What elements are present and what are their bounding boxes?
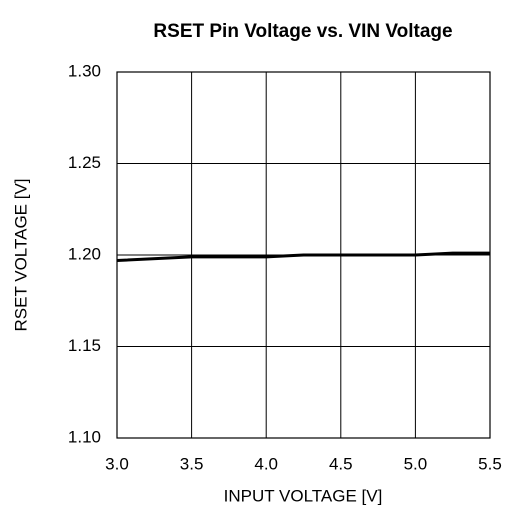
y-tick-label: 1.20	[68, 244, 101, 263]
y-tick-label: 1.10	[68, 427, 101, 446]
y-axis-label: RSET VOLTAGE [V]	[11, 178, 30, 331]
x-tick-label: 5.0	[404, 454, 428, 473]
x-tick-label: 3.5	[180, 454, 204, 473]
y-tick-label: 1.15	[68, 336, 101, 355]
y-tick-label: 1.25	[68, 153, 101, 172]
x-tick-label: 3.0	[105, 454, 129, 473]
chart-title: RSET Pin Voltage vs. VIN Voltage	[153, 21, 452, 42]
x-axis-label: INPUT VOLTAGE [V]	[224, 486, 383, 505]
x-tick-label: 4.5	[329, 454, 353, 473]
x-tick-label: 5.5	[478, 454, 502, 473]
x-tick-label: 4.0	[254, 454, 278, 473]
data-line	[116, 251, 490, 262]
y-tick-label: 1.30	[68, 61, 101, 80]
